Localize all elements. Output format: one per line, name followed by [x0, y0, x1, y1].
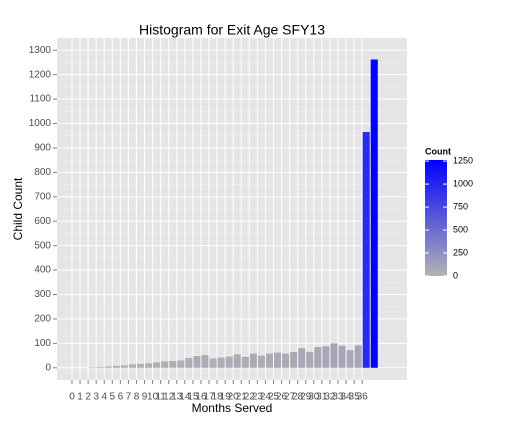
x-tick-label: 11	[155, 392, 166, 403]
chart-title: Histogram for Exit Age SFY13	[139, 22, 325, 38]
bar	[265, 353, 273, 368]
bar	[225, 356, 233, 368]
bar	[290, 351, 298, 368]
x-tick-label: 36	[357, 392, 369, 403]
x-tick-label: 14	[179, 392, 191, 403]
bar	[153, 362, 161, 368]
legend-label: 750	[453, 201, 468, 211]
bar	[185, 358, 193, 368]
bar	[169, 360, 177, 368]
bar	[112, 365, 120, 368]
x-tick-label: 6	[118, 392, 124, 403]
y-tick-label: 600	[34, 216, 51, 227]
bar	[217, 357, 225, 368]
legend-label: 1250	[453, 155, 473, 165]
x-tick-label: 34	[340, 392, 352, 403]
x-tick-label: 20	[228, 392, 240, 403]
y-tick-label: 300	[34, 289, 51, 300]
x-tick-label: 29	[300, 392, 312, 403]
bar	[104, 366, 112, 368]
x-tick-label: 24	[260, 392, 272, 403]
legend-label: 0	[453, 270, 458, 280]
x-tick-label: 12	[163, 392, 175, 403]
x-axis-label: Months Served	[192, 401, 273, 415]
legend-label: 500	[453, 224, 468, 234]
bar	[161, 361, 169, 368]
y-tick-label: 1100	[29, 94, 51, 105]
bar	[128, 364, 136, 368]
x-tick-label: 28	[292, 392, 304, 403]
y-tick-label: 200	[34, 314, 51, 325]
bar	[145, 363, 153, 368]
x-tick-label: 1	[77, 392, 83, 403]
bar	[370, 59, 378, 368]
legend-label: 1000	[453, 178, 473, 188]
x-tick-label: 19	[220, 392, 232, 403]
x-tick-label: 32	[324, 392, 336, 403]
x-tick-label: 22	[244, 392, 256, 403]
bar	[282, 353, 290, 368]
x-tick-label: 4	[101, 392, 107, 403]
bar	[241, 356, 249, 368]
y-tick-label: 400	[34, 265, 51, 276]
bar	[330, 343, 338, 368]
x-tick-label: 25	[268, 392, 280, 403]
y-tick-label: 1300	[29, 45, 52, 56]
y-tick-label: 800	[34, 167, 51, 178]
x-tick-label: 31	[316, 392, 328, 403]
x-tick-label: 26	[276, 392, 288, 403]
x-tick-label: 33	[332, 392, 344, 403]
bar	[233, 354, 241, 368]
x-tick-label: 13	[171, 392, 183, 403]
y-tick-label: 900	[34, 143, 51, 154]
y-tick-label: 0	[45, 362, 51, 373]
x-tick-label: 0	[69, 392, 75, 403]
x-tick-label: 2	[85, 392, 91, 403]
x-tick-label: 30	[308, 392, 320, 403]
x-tick-label: 5	[110, 392, 116, 403]
x-tick-label: 35	[349, 392, 361, 403]
x-tick-label: 15	[187, 392, 199, 403]
legend-title: Count	[425, 146, 451, 156]
bar	[346, 350, 354, 368]
y-tick-label: 1200	[29, 69, 52, 80]
x-tick-label: 10	[147, 392, 159, 403]
bar	[136, 363, 145, 368]
y-tick-label: 500	[34, 240, 51, 251]
bar	[314, 347, 322, 368]
bar	[298, 348, 306, 368]
x-tick-label: 17	[203, 392, 215, 403]
bar	[322, 346, 330, 368]
y-axis-label: Child Count	[11, 177, 25, 240]
bar	[193, 356, 201, 368]
legend-colorbar	[425, 160, 447, 276]
bar	[201, 355, 209, 368]
x-tick-label: 18	[212, 392, 224, 403]
bar	[96, 367, 104, 368]
bar	[362, 132, 370, 368]
bar	[274, 352, 282, 368]
x-tick-label: 21	[236, 392, 248, 403]
x-tick-label: 9	[142, 392, 148, 403]
x-tick-label: 23	[252, 392, 264, 403]
x-tick-label: 8	[134, 392, 140, 403]
bar	[120, 365, 128, 368]
y-tick-label: 1000	[29, 118, 52, 129]
bar	[177, 360, 185, 368]
x-tick-label: 7	[126, 392, 132, 403]
bar	[249, 353, 257, 368]
bar	[354, 345, 362, 368]
bar	[209, 358, 217, 368]
bar	[338, 345, 346, 368]
bar	[306, 351, 314, 368]
legend-label: 250	[453, 247, 468, 257]
x-tick-label: 3	[93, 392, 99, 403]
bar	[257, 355, 265, 368]
x-tick-label: 27	[284, 392, 296, 403]
y-tick-label: 700	[34, 191, 51, 202]
x-tick-label: 16	[195, 392, 207, 403]
y-tick-label: 100	[34, 338, 51, 349]
